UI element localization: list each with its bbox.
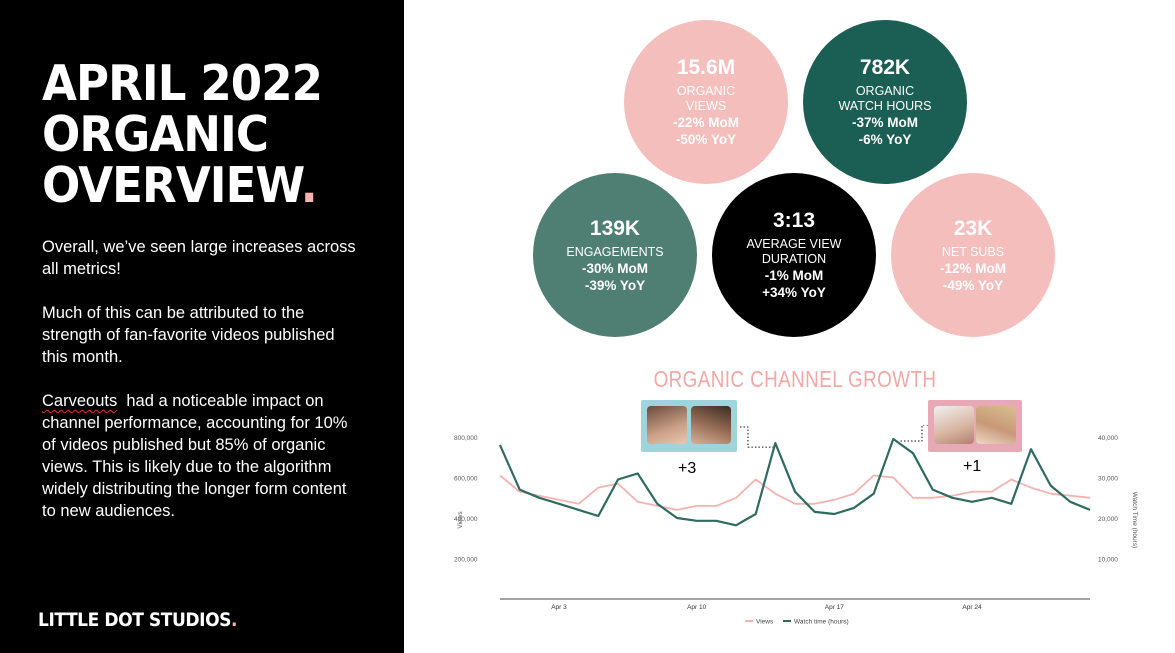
metric-mom: -30% MoM — [581, 260, 648, 276]
thumbnail-face-image — [976, 406, 1016, 444]
metric-mom: -1% MoM — [764, 268, 824, 283]
metric-value: 15.6M — [676, 56, 736, 79]
video-thumbnail-2 — [928, 400, 1022, 452]
body-text: Overall, we’ve seen large increases acro… — [42, 236, 362, 544]
metric-yoy: -50% YoY — [675, 132, 737, 147]
metric-label: NET SUBS — [941, 244, 1005, 259]
series-line-views — [499, 474, 1091, 511]
metric-label: DURATION — [761, 252, 827, 266]
carveouts-word: Carveouts — [42, 392, 118, 410]
logo-dot: . — [231, 609, 238, 631]
metric-label: AVERAGE VIEW — [746, 237, 842, 251]
metric-mom: -37% MoM — [851, 115, 918, 130]
chart-legend: Views Watch time (hours) — [745, 619, 849, 626]
metric-value: 23K — [953, 216, 993, 240]
legend-label: Views — [756, 619, 774, 626]
slide-title: APRIL 2022 ORGANIC OVERVIEW. — [42, 55, 323, 214]
x-tick-label: Apr 17 — [825, 604, 845, 611]
title-dot: . — [300, 157, 318, 214]
title-line-3: OVERVIEW — [42, 157, 302, 214]
metric-yoy: +34% YoY — [762, 285, 826, 300]
series-line-watch-time — [498, 437, 1091, 527]
chart-axes: 200,000 400,000 600,000 800,000 10,000 20,000… — [454, 435, 1138, 611]
metric-yoy: -6% YoY — [858, 132, 912, 147]
metric-watch-hours: 782K ORGANIC WATCH HOURS -37% MoM -6% Yo… — [803, 20, 967, 184]
x-tick-label: Apr 24 — [962, 604, 982, 611]
company-logo: LITTLE DOT STUDIOS. — [38, 609, 238, 631]
video-thumbnail-1 — [641, 400, 737, 452]
metric-value: 3:13 — [772, 209, 816, 232]
y-right-tick-label: 40,000 — [1098, 435, 1118, 442]
thumbnail-face-image — [934, 406, 974, 444]
thumbnail-face-image — [691, 406, 731, 444]
title-line-2: ORGANIC — [42, 106, 269, 163]
metric-label: WATCH HOURS — [838, 99, 932, 113]
thumbnail-face-image — [647, 406, 687, 444]
title-line-1: APRIL 2022 — [42, 55, 323, 112]
y-right-axis-label: Watch Time (hours) — [1131, 492, 1138, 548]
annotation-connector — [899, 425, 928, 442]
y-left-tick-label: 200,000 — [454, 557, 478, 564]
paragraph-2: Much of this can be attributed to the st… — [42, 302, 362, 368]
annotation-plus3: +3 — [678, 460, 697, 477]
metric-yoy: -49% YoY — [942, 277, 1004, 293]
x-tick-label: Apr 3 — [551, 604, 567, 611]
metric-value: 782K — [859, 56, 911, 79]
y-right-tick-label: 20,000 — [1098, 516, 1118, 523]
y-left-tick-label: 800,000 — [454, 435, 478, 442]
metric-mom: -22% MoM — [672, 115, 739, 130]
metric-label: ENGAGEMENTS — [566, 244, 664, 259]
metric-label: ORGANIC — [676, 84, 736, 98]
legend-label: Watch time (hours) — [794, 619, 849, 626]
y-left-axis-label: Views — [457, 511, 464, 529]
x-tick-label: Apr 10 — [687, 604, 707, 611]
y-left-tick-label: 400,000 — [454, 516, 478, 523]
logo-text: LITTLE DOT STUDIOS — [38, 609, 232, 631]
metric-mom: -12% MoM — [939, 260, 1006, 276]
metric-avg-view-duration: 3:13 AVERAGE VIEW DURATION -1% MoM +34% … — [712, 173, 876, 337]
left-panel: APRIL 2022 ORGANIC OVERVIEW. Overall, we… — [0, 0, 404, 653]
chart-title: ORGANIC CHANNEL GROWTH — [653, 366, 937, 392]
metric-label: ORGANIC — [855, 84, 915, 98]
paragraph-3-text: had a noticeable impact on channel perfo… — [42, 392, 353, 520]
paragraph-1-text: Overall, we’ve seen large increases acro… — [42, 238, 356, 278]
paragraph-1: Overall, we’ve seen large increases acro… — [42, 236, 362, 280]
metric-yoy: -39% YoY — [584, 277, 646, 293]
y-right-tick-label: 30,000 — [1098, 476, 1118, 483]
metric-value: 139K — [589, 216, 641, 240]
metric-engagements: 139K ENGAGEMENTS -30% MoM -39% YoY — [533, 173, 697, 337]
metric-net-subs: 23K NET SUBS -12% MoM -49% YoY — [891, 173, 1055, 337]
line-chart: 200,000 400,000 600,000 800,000 10,000 20,000… — [454, 425, 1138, 626]
y-right-tick-label: 10,000 — [1098, 557, 1118, 564]
y-left-tick-label: 600,000 — [454, 476, 478, 483]
chart-series — [498, 437, 1091, 527]
metric-label: VIEWS — [685, 99, 727, 113]
paragraph-3: Carveouts had a noticeable impact on cha… — [42, 390, 362, 522]
paragraph-2-text: Much of this can be attributed to the st… — [42, 304, 335, 366]
metric-organic-views: 15.6M ORGANIC VIEWS -22% MoM -50% YoY — [624, 20, 788, 184]
annotation-plus1: +1 — [963, 458, 982, 475]
annotation-connector — [740, 426, 774, 448]
annotation-connectors — [740, 425, 928, 448]
